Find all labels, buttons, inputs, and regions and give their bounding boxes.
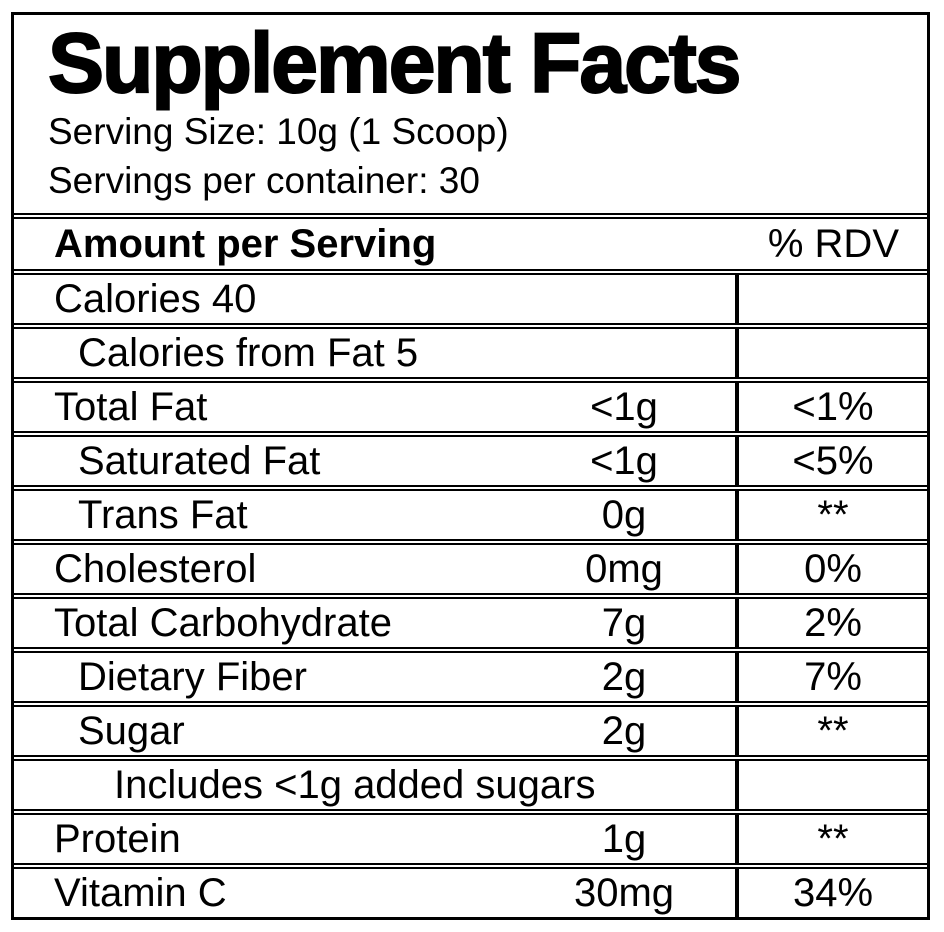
table-row: Calories 40: [14, 269, 927, 323]
table-row: Vitamin C 30mg 34%: [14, 863, 927, 917]
nutrient-rdv: [735, 275, 927, 323]
table-row: Trans Fat 0g **: [14, 485, 927, 539]
amount-per-serving-header: Amount per Serving: [54, 222, 437, 266]
nutrient-rows: Calories 40 Calories from Fat 5 Total Fa…: [14, 269, 927, 917]
nutrient-cell: Sugar 2g: [14, 707, 735, 755]
nutrient-rdv: 34%: [735, 869, 927, 917]
nutrient-cell: Cholesterol 0mg: [14, 545, 735, 593]
supplement-facts-label: Supplement Facts Serving Size: 10g (1 Sc…: [11, 12, 930, 920]
nutrient-rdv: **: [735, 707, 927, 755]
nutrient-cell: Vitamin C 30mg: [14, 869, 735, 917]
nutrient-cell: Saturated Fat <1g: [14, 437, 735, 485]
rdv-header: % RDV: [767, 222, 899, 266]
nutrient-name: Sugar: [78, 709, 185, 753]
nutrient-rdv: 0%: [735, 545, 927, 593]
table-row: Total Fat <1g <1%: [14, 377, 927, 431]
nutrient-cell: Dietary Fiber 2g: [14, 653, 735, 701]
title-block: Supplement Facts Serving Size: 10g (1 Sc…: [14, 15, 927, 213]
nutrient-cell: Protein 1g: [14, 815, 735, 863]
nutrient-amount: 2g: [601, 655, 647, 699]
nutrient-amount: <1g: [590, 385, 658, 429]
nutrient-amount: [539, 275, 709, 323]
nutrient-amount: [539, 329, 709, 377]
serving-size-text: Serving Size: 10g (1 Scoop): [48, 111, 509, 152]
table-row: Dietary Fiber 2g 7%: [14, 647, 927, 701]
nutrient-name: Total Carbohydrate: [54, 601, 392, 645]
nutrient-amount: 1g: [601, 817, 647, 861]
nutrient-amount: 7g: [601, 601, 647, 645]
nutrient-name: Saturated Fat: [78, 439, 321, 483]
nutrient-amount: 2g: [601, 709, 647, 753]
nutrient-cell: Calories from Fat 5: [14, 329, 735, 377]
nutrient-cell: Total Fat <1g: [14, 383, 735, 431]
nutrient-name: Dietary Fiber: [78, 655, 307, 699]
table-row: Includes <1g added sugars: [14, 755, 927, 809]
table-row: Saturated Fat <1g <5%: [14, 431, 927, 485]
nutrient-amount: <1g: [590, 439, 658, 483]
nutrient-rdv: 7%: [735, 653, 927, 701]
table-row: Protein 1g **: [14, 809, 927, 863]
servings-per-container-text: Servings per container: 30: [48, 160, 480, 201]
nutrient-rdv: [735, 761, 927, 809]
nutrient-cell: Trans Fat 0g: [14, 491, 735, 539]
nutrient-amount: 0g: [601, 493, 647, 537]
nutrient-name: Calories 40: [54, 277, 257, 321]
nutrient-name: Calories from Fat 5: [78, 331, 419, 375]
table-row: Sugar 2g **: [14, 701, 927, 755]
nutrient-rdv: [735, 329, 927, 377]
nutrient-rdv: <1%: [735, 383, 927, 431]
table-header-row: Amount per Serving % RDV: [14, 213, 927, 269]
nutrient-cell: Total Carbohydrate 7g: [14, 599, 735, 647]
nutrient-name: Protein: [54, 817, 181, 861]
nutrient-cell: Includes <1g added sugars: [14, 761, 735, 809]
nutrient-name: Vitamin C: [54, 871, 227, 915]
nutrient-name: Trans Fat: [78, 493, 248, 537]
nutrient-name: Includes <1g added sugars: [114, 763, 596, 807]
nutrient-amount: 0mg: [585, 547, 663, 591]
nutrient-name: Total Fat: [54, 385, 208, 429]
nutrient-rdv: 2%: [735, 599, 927, 647]
nutrient-name: Cholesterol: [54, 547, 257, 591]
table-row: Calories from Fat 5: [14, 323, 927, 377]
nutrient-cell: Calories 40: [14, 275, 735, 323]
table-row: Cholesterol 0mg 0%: [14, 539, 927, 593]
nutrient-rdv: <5%: [735, 437, 927, 485]
nutrient-rdv: **: [735, 815, 927, 863]
nutrient-amount: 30mg: [573, 871, 675, 915]
label-title: Supplement Facts: [47, 16, 742, 110]
nutrient-rdv: **: [735, 491, 927, 539]
table-row: Total Carbohydrate 7g 2%: [14, 593, 927, 647]
